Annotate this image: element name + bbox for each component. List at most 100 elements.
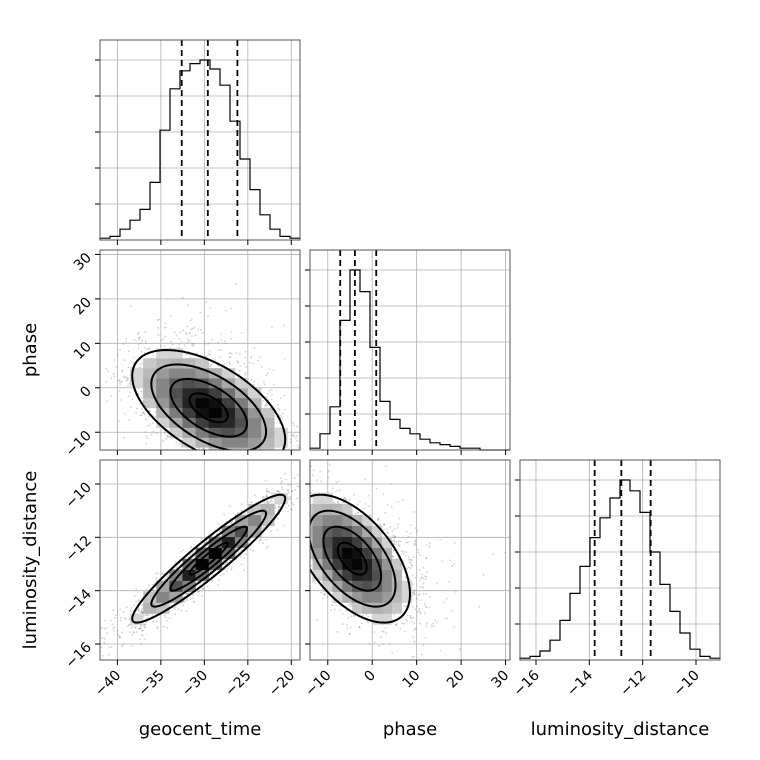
density-cell: [248, 514, 262, 527]
sample-point: [244, 350, 247, 353]
sample-point: [152, 583, 154, 586]
sample-point: [145, 614, 148, 616]
density-cell: [208, 437, 223, 448]
sample-point: [296, 444, 299, 447]
density-cell: [182, 387, 196, 399]
sample-point: [240, 331, 243, 334]
sample-point: [227, 455, 229, 457]
sample-point: [280, 451, 282, 453]
sample-point: [230, 331, 233, 334]
sample-point: [332, 487, 334, 490]
density-cell: [248, 387, 262, 399]
sample-point: [290, 438, 293, 441]
sample-point: [165, 438, 168, 440]
sample-point: [260, 452, 262, 454]
sample-point: [139, 342, 142, 345]
sample-point: [283, 394, 286, 397]
density-cell: [169, 378, 183, 389]
sample-point: [290, 434, 293, 436]
sample-point: [260, 365, 263, 368]
sample-point: [126, 625, 129, 628]
sample-point: [230, 352, 233, 355]
sample-point: [220, 333, 223, 335]
sample-point: [304, 472, 306, 474]
sample-point: [162, 439, 165, 442]
sample-point: [368, 642, 371, 645]
sample-point: [306, 418, 308, 420]
x-tick-label: −35: [135, 668, 167, 700]
sample-point: [225, 456, 227, 458]
sample-point: [125, 375, 127, 378]
sample-point: [295, 501, 297, 503]
sample-point: [217, 522, 219, 525]
sample-point: [145, 621, 148, 623]
sample-point: [133, 595, 136, 598]
sample-point: [280, 488, 283, 491]
density-cell: [143, 358, 157, 369]
sample-point: [176, 564, 179, 567]
sample-point: [242, 490, 244, 492]
sample-point: [146, 617, 148, 620]
sample-point: [211, 573, 214, 576]
sample-point: [265, 495, 267, 498]
sample-point: [131, 610, 134, 613]
sample-point: [229, 464, 231, 466]
sample-point: [269, 461, 271, 463]
sample-point: [397, 523, 399, 526]
sample-point: [212, 358, 214, 361]
sample-point: [236, 451, 238, 453]
density-cell: [195, 417, 209, 428]
sample-point: [284, 472, 287, 475]
sample-point: [143, 347, 146, 349]
sample-point: [265, 396, 268, 399]
sample-point: [129, 305, 132, 308]
sample-point: [243, 362, 246, 365]
sample-point: [313, 386, 315, 388]
sample-point: [138, 338, 141, 341]
sample-point: [291, 501, 293, 504]
density-cell: [208, 447, 223, 450]
density-cell: [221, 525, 236, 538]
sample-point: [253, 346, 256, 349]
sample-point: [259, 355, 262, 358]
sample-point: [233, 466, 235, 468]
sample-point: [264, 402, 267, 405]
sample-point: [92, 400, 94, 402]
sample-point: [285, 451, 287, 453]
sample-point: [230, 337, 232, 340]
sample-point: [146, 424, 149, 427]
sample-point: [118, 389, 121, 392]
sample-point: [306, 546, 308, 548]
sample-point: [144, 626, 147, 629]
sample-point: [139, 366, 142, 369]
sample-point: [222, 461, 224, 463]
contour-level-2: [150, 363, 268, 450]
density-cell: [169, 348, 183, 359]
sample-point: [296, 485, 299, 488]
sample-point: [218, 579, 220, 581]
sample-point: [210, 464, 212, 466]
sample-point: [163, 452, 165, 454]
sample-point: [253, 494, 256, 497]
sample-point: [240, 547, 243, 550]
sample-point: [235, 352, 238, 355]
sample-point: [137, 610, 140, 613]
sample-point: [353, 493, 355, 496]
sample-point: [342, 623, 345, 626]
sample-point: [161, 572, 163, 575]
sample-point: [207, 353, 210, 356]
sample-point: [436, 582, 439, 585]
sample-point: [87, 662, 89, 664]
sample-point: [235, 452, 237, 454]
sample-point: [154, 572, 157, 575]
sample-point: [262, 486, 264, 488]
sample-point: [150, 433, 153, 436]
sample-point: [178, 346, 180, 349]
sample-point: [175, 441, 178, 444]
y-tick-label: 20: [71, 294, 95, 318]
sample-point: [125, 379, 128, 382]
sample-point: [185, 353, 188, 355]
sample-point: [47, 306, 49, 308]
sample-point: [220, 574, 222, 577]
sample-point: [277, 505, 280, 508]
